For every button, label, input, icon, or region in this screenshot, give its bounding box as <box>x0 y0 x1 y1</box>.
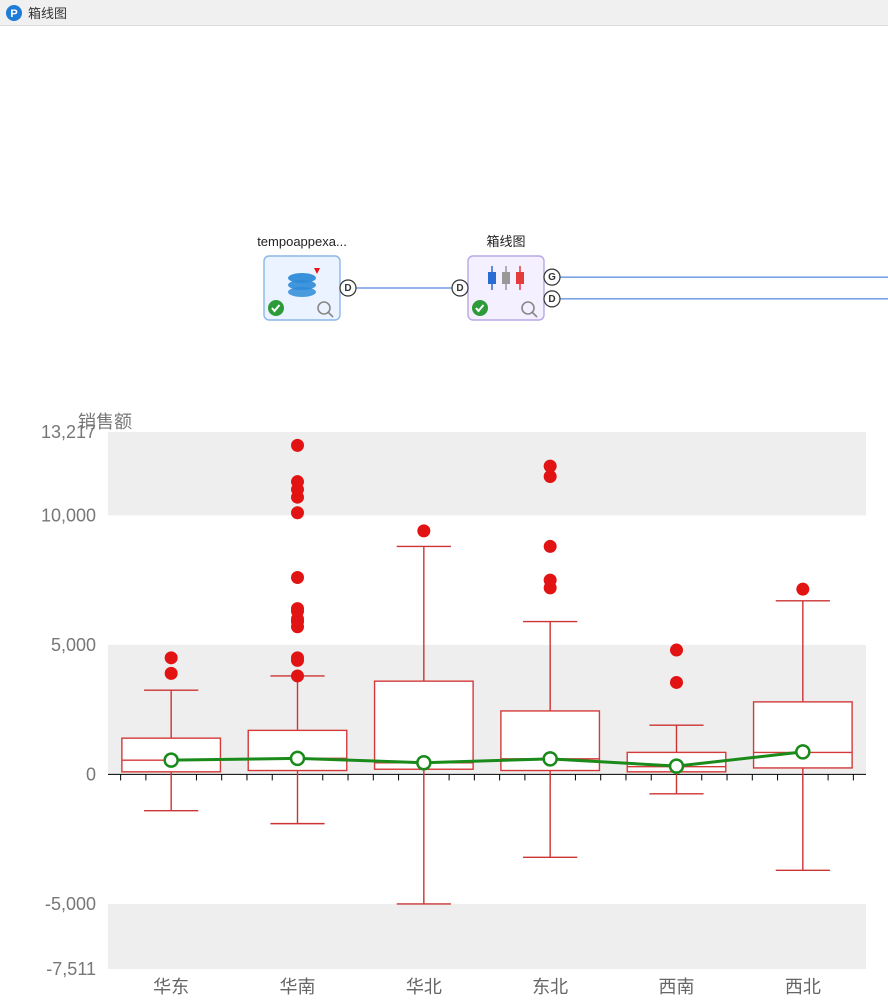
y-tick-label: -5,000 <box>45 894 96 914</box>
candlestick-icon <box>516 272 524 284</box>
x-category-label: 华东 <box>153 977 189 997</box>
outlier-point <box>291 651 304 664</box>
app-icon: P <box>6 5 22 21</box>
grid-band <box>108 904 866 969</box>
outlier-point <box>165 651 178 664</box>
y-tick-label: 0 <box>86 764 96 784</box>
page-title: 箱线图 <box>28 3 67 22</box>
box-华北 <box>375 524 474 904</box>
grid-band <box>108 432 866 515</box>
y-axis-label: 销售额 <box>78 412 132 432</box>
mean-marker <box>544 752 557 765</box>
x-category-label: 西北 <box>785 977 821 997</box>
y-tick-label: 10,000 <box>41 505 96 525</box>
x-category-label: 华南 <box>280 977 316 997</box>
svg-text:P: P <box>10 7 17 19</box>
svg-text:D: D <box>456 283 463 294</box>
svg-text:G: G <box>548 272 556 283</box>
outlier-point <box>291 439 304 452</box>
outlier-point <box>291 506 304 519</box>
svg-text:D: D <box>548 294 555 305</box>
mean-marker <box>165 754 178 767</box>
outlier-point <box>544 540 557 553</box>
svg-text:D: D <box>344 283 351 294</box>
mean-marker <box>291 752 304 765</box>
x-category-label: 西南 <box>659 977 695 997</box>
mean-marker <box>417 756 430 769</box>
y-tick-label: -7,511 <box>46 959 96 979</box>
outlier-point <box>291 669 304 682</box>
outlier-point <box>291 602 304 615</box>
boxplot-chart: -7,511-5,00005,00010,00013,217销售额华东华南华北东… <box>0 410 888 999</box>
candlestick-icon <box>502 272 510 284</box>
grid-band <box>108 645 866 775</box>
outlier-point <box>670 644 683 657</box>
node-label-data: tempoappexa... <box>257 234 347 249</box>
outlier-point <box>796 583 809 596</box>
workflow-canvas[interactable]: tempoappexa...D箱线图DGD <box>0 26 888 386</box>
outlier-point <box>291 475 304 488</box>
mean-marker <box>796 745 809 758</box>
x-category-label: 东北 <box>532 977 568 997</box>
workflow-node-data[interactable]: tempoappexa... D <box>257 234 356 320</box>
outlier-point <box>544 460 557 473</box>
workflow-node-chart[interactable]: 箱线图DGD <box>452 234 560 320</box>
outlier-point <box>544 574 557 587</box>
outlier-point <box>417 524 430 537</box>
outlier-point <box>670 676 683 689</box>
candlestick-icon <box>488 272 496 284</box>
outlier-point <box>291 571 304 584</box>
node-label-chart: 箱线图 <box>486 234 525 249</box>
header-bar: P 箱线图 <box>0 0 888 26</box>
mean-marker <box>670 760 683 773</box>
x-category-label: 华北 <box>406 977 442 997</box>
outlier-point <box>165 667 178 680</box>
y-tick-label: 5,000 <box>51 635 96 655</box>
box-西北 <box>754 583 853 871</box>
database-icon <box>288 287 316 297</box>
